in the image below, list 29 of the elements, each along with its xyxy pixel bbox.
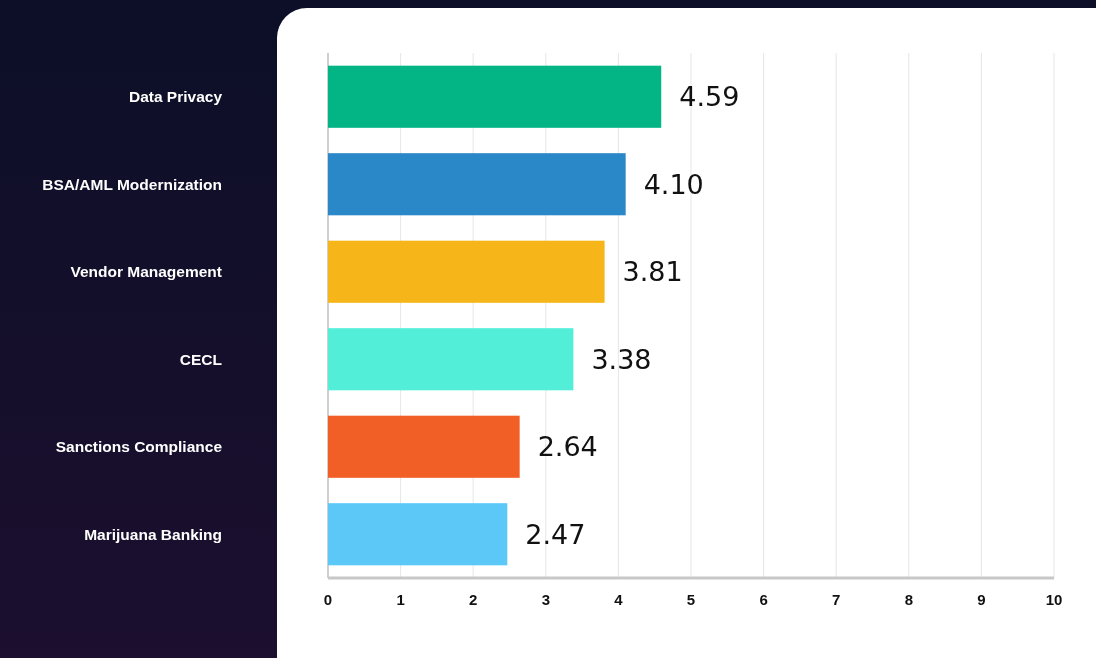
y-tick-label: Sanctions Compliance bbox=[55, 438, 223, 456]
x-tick-label: 0 bbox=[323, 591, 333, 608]
x-tick-label: 8 bbox=[904, 591, 913, 608]
data-label: 3.38 bbox=[591, 343, 652, 375]
y-tick-label: Vendor Management bbox=[70, 263, 222, 281]
bar bbox=[328, 240, 605, 303]
x-tick-label: 9 bbox=[977, 591, 986, 608]
bar bbox=[328, 153, 626, 216]
data-label: 3.81 bbox=[622, 256, 683, 288]
data-label: 4.59 bbox=[679, 81, 740, 113]
x-tick-label: 6 bbox=[759, 591, 768, 608]
bar bbox=[328, 328, 574, 391]
data-label: 2.47 bbox=[525, 518, 586, 550]
x-tick-label: 5 bbox=[686, 591, 696, 608]
y-tick-label: Data Privacy bbox=[128, 88, 223, 106]
x-tick-label: 2 bbox=[469, 591, 478, 608]
data-label: 4.10 bbox=[643, 168, 704, 200]
x-tick-label: 7 bbox=[832, 591, 841, 608]
y-tick-label: Marijuana Banking bbox=[84, 525, 222, 543]
bar bbox=[328, 503, 508, 566]
x-tick-label: 3 bbox=[541, 591, 550, 608]
bar bbox=[328, 415, 520, 478]
x-tick-label: 1 bbox=[396, 591, 405, 608]
y-tick-label: CECL bbox=[179, 350, 222, 368]
data-label: 2.64 bbox=[537, 431, 598, 463]
y-tick-label: BSA/AML Modernization bbox=[42, 175, 222, 193]
x-tick-label: 4 bbox=[614, 591, 624, 608]
x-tick-label: 10 bbox=[1045, 591, 1063, 608]
bar bbox=[328, 65, 662, 128]
